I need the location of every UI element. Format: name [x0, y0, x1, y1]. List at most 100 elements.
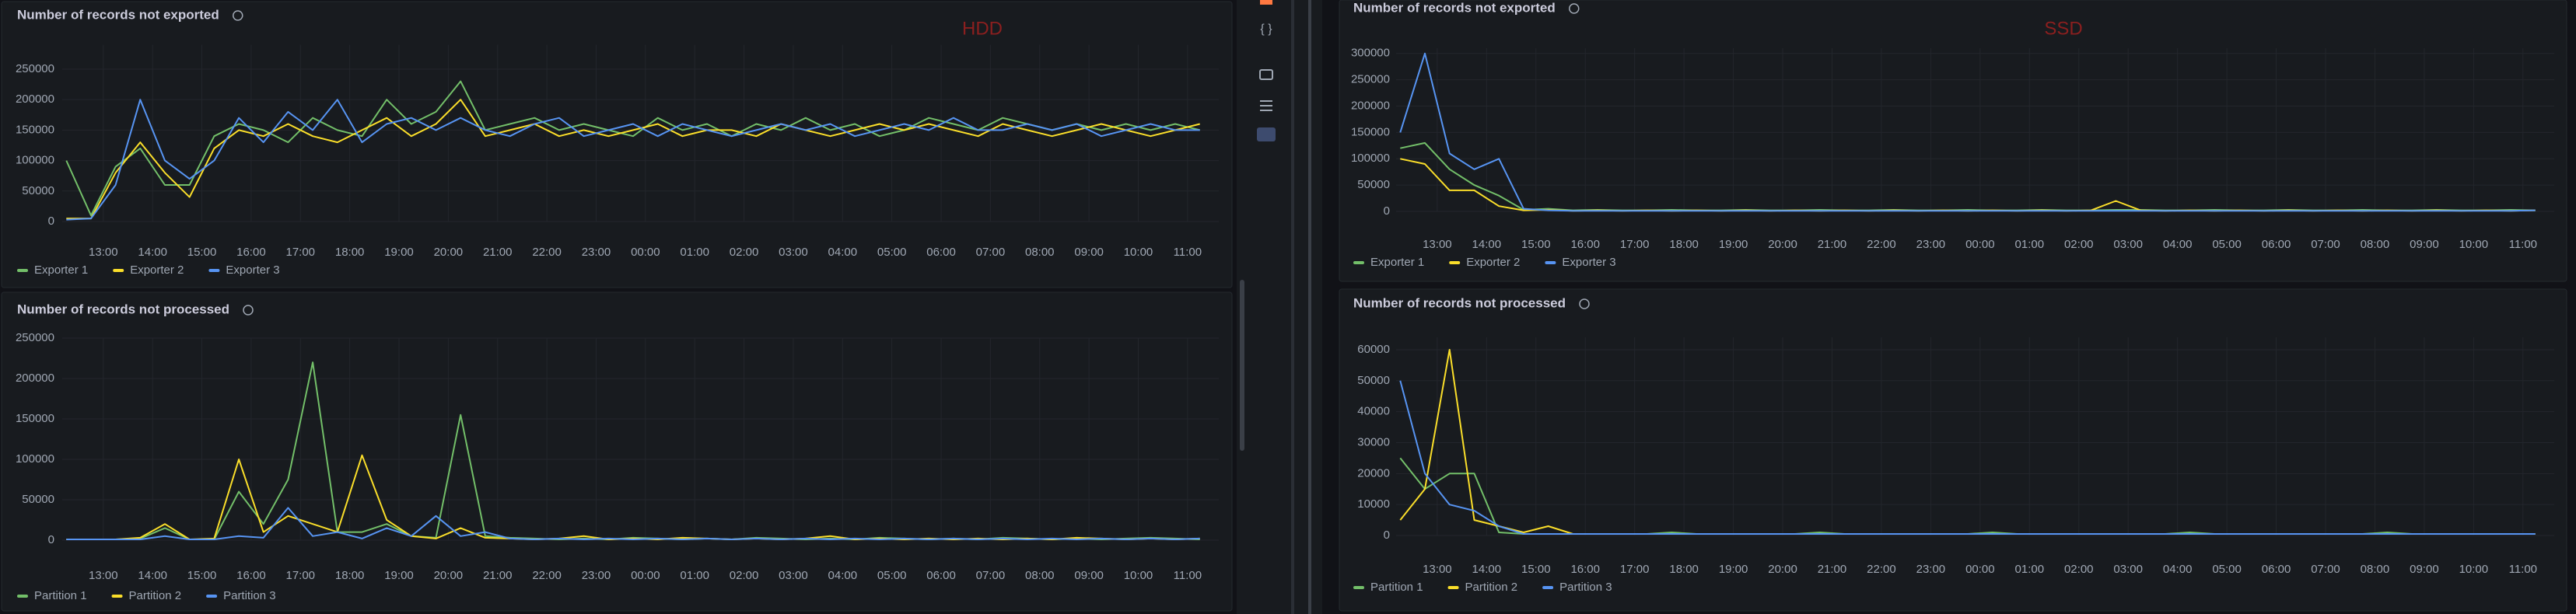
x-tick-label: 07:00	[976, 569, 1006, 582]
x-tick-label: 16:00	[236, 569, 266, 582]
legend-label[interactable]: Exporter 3	[226, 263, 279, 277]
y-tick-label: 0	[1384, 529, 1390, 542]
info-icon[interactable]	[243, 305, 254, 316]
x-tick-label: 19:00	[1719, 238, 1748, 251]
legend-swatch[interactable]	[17, 269, 28, 272]
x-tick-label: 10:00	[2459, 563, 2489, 576]
legend-label[interactable]: Partition 3	[1559, 581, 1612, 594]
y-tick-label: 0	[48, 215, 54, 228]
x-tick-label: 20:00	[434, 569, 464, 582]
info-icon[interactable]	[1569, 3, 1580, 14]
toolbar-icon[interactable]	[1259, 69, 1273, 80]
x-tick-label: 17:00	[285, 569, 315, 582]
x-tick-label: 01:00	[680, 246, 709, 259]
legend-swatch[interactable]	[1545, 261, 1556, 264]
legend-label[interactable]: Exporter 3	[1562, 256, 1615, 269]
y-tick-label: 250000	[16, 62, 54, 75]
x-tick-label: 08:00	[2361, 238, 2390, 251]
x-tick-label: 23:00	[1916, 563, 1946, 576]
info-icon[interactable]	[233, 10, 243, 21]
y-tick-label: 50000	[22, 184, 54, 197]
y-tick-label: 150000	[1351, 125, 1390, 138]
toolbar-icon[interactable]	[1260, 100, 1272, 111]
legend-swatch[interactable]	[1353, 261, 1364, 264]
x-tick-label: 15:00	[1521, 238, 1551, 251]
panel	[1, 291, 1233, 612]
x-tick-label: 21:00	[483, 569, 513, 582]
x-tick-label: 02:00	[2064, 238, 2094, 251]
legend-swatch[interactable]	[1353, 586, 1364, 589]
legend-swatch[interactable]	[1542, 586, 1554, 589]
divider[interactable]	[1308, 0, 1311, 614]
x-tick-label: 13:00	[89, 246, 118, 259]
y-tick-label: 60000	[1357, 343, 1390, 356]
y-tick-label: 150000	[16, 412, 54, 425]
legend-swatch[interactable]	[206, 595, 218, 598]
legend-swatch[interactable]	[1449, 261, 1461, 264]
legend-label[interactable]: Exporter 2	[1466, 256, 1520, 269]
x-tick-label: 20:00	[434, 246, 464, 259]
x-tick-label: 06:00	[2262, 563, 2291, 576]
y-tick-label: 100000	[1351, 152, 1390, 165]
series-line	[65, 80, 1200, 217]
legend-label[interactable]: Partition 1	[1370, 581, 1423, 594]
y-tick-label: 100000	[16, 452, 54, 466]
legend-swatch[interactable]	[17, 595, 28, 598]
x-tick-label: 04:00	[2163, 238, 2193, 251]
x-tick-label: 05:00	[877, 569, 907, 582]
x-tick-label: 19:00	[384, 569, 414, 582]
legend-label[interactable]: Partition 2	[1465, 581, 1518, 594]
x-tick-label: 14:00	[1472, 563, 1502, 576]
panel	[1, 1, 1233, 288]
annotation: SSD	[2044, 18, 2082, 39]
x-tick-label: 09:00	[2410, 563, 2439, 576]
scrollbar[interactable]	[1240, 280, 1244, 451]
legend-swatch[interactable]	[111, 595, 123, 598]
toolbar-icon[interactable]	[1257, 127, 1276, 141]
legend-swatch[interactable]	[1447, 586, 1459, 589]
x-tick-label: 16:00	[1570, 563, 1600, 576]
x-tick-label: 10:00	[1124, 246, 1153, 259]
legend-label[interactable]: Exporter 1	[1370, 256, 1424, 269]
y-tick-label: 200000	[16, 92, 54, 106]
legend-label[interactable]: Partition 3	[223, 589, 276, 602]
x-tick-label: 18:00	[335, 246, 365, 259]
x-tick-label: 03:00	[779, 569, 808, 582]
x-tick-label: 04:00	[828, 246, 858, 259]
x-tick-label: 02:00	[730, 569, 759, 582]
x-tick-label: 06:00	[926, 246, 956, 259]
x-tick-label: 19:00	[1719, 563, 1748, 576]
legend-label[interactable]: Partition 1	[34, 589, 87, 602]
legend-swatch[interactable]	[208, 269, 220, 272]
y-tick-label: 0	[48, 533, 54, 546]
x-tick-label: 09:00	[1074, 569, 1104, 582]
x-tick-label: 01:00	[2015, 238, 2045, 251]
x-tick-label: 13:00	[1423, 238, 1452, 251]
x-tick-label: 18:00	[335, 569, 365, 582]
toolbar-icon[interactable]	[1260, 0, 1272, 5]
x-tick-label: 17:00	[1620, 238, 1650, 251]
legend-swatch[interactable]	[113, 269, 124, 272]
legend-label[interactable]: Exporter 1	[34, 263, 88, 277]
x-tick-label: 14:00	[138, 246, 167, 259]
x-tick-label: 18:00	[1669, 563, 1699, 576]
legend-label[interactable]: Exporter 2	[130, 263, 184, 277]
x-tick-label: 07:00	[2311, 238, 2340, 251]
y-tick-label: 250000	[1351, 73, 1390, 86]
x-tick-label: 10:00	[1124, 569, 1153, 582]
y-tick-label: 200000	[16, 372, 54, 385]
x-tick-label: 20:00	[1768, 238, 1797, 251]
series-line	[66, 507, 1200, 540]
x-tick-label: 08:00	[1025, 569, 1055, 582]
x-tick-label: 07:00	[2311, 563, 2340, 576]
legend-label[interactable]: Partition 2	[129, 589, 182, 602]
info-icon[interactable]	[1579, 298, 1590, 309]
x-tick-label: 04:00	[2163, 563, 2193, 576]
x-tick-label: 04:00	[828, 569, 858, 582]
x-tick-label: 01:00	[2015, 563, 2045, 576]
divider	[1291, 0, 1294, 614]
toolbar-icon[interactable]: { }	[1260, 23, 1272, 36]
x-tick-label: 11:00	[1174, 569, 1202, 582]
x-tick-label: 20:00	[1768, 563, 1797, 576]
y-tick-label: 300000	[1351, 47, 1390, 60]
